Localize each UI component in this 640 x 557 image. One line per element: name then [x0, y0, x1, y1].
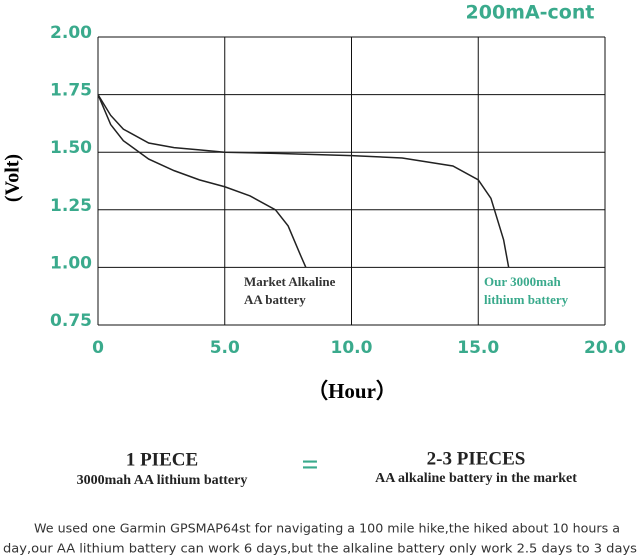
chart-title: 200mA-cont: [466, 2, 595, 24]
left-title: 1 PIECE: [126, 449, 198, 470]
y-tick-label: 2.00: [50, 23, 92, 43]
y-axis-label: (Volt): [2, 154, 24, 202]
curve-annotation: Our 3000mah: [484, 274, 561, 289]
y-tick-label: 1.75: [50, 81, 92, 101]
x-axis-label: （Hour）: [307, 379, 397, 403]
curve-annotation: lithium battery: [484, 292, 569, 307]
note-line: We used one Garmin GPSMAP64st for naviga…: [34, 522, 620, 536]
x-tick-label: 0: [92, 338, 104, 358]
note-line: day,our AA lithium battery can work 6 da…: [3, 542, 637, 556]
curve-annotation: Market Alkaline: [244, 274, 336, 289]
curve-annotation: AA battery: [244, 292, 306, 307]
battery-curve: [97, 94, 510, 268]
y-tick-label: 0.75: [50, 311, 92, 331]
y-tick-label: 1.25: [50, 196, 92, 216]
x-tick-label: 20.0: [584, 338, 626, 358]
x-tick-label: 10.0: [331, 338, 373, 358]
y-tick-label: 1.50: [50, 138, 92, 158]
equals-sign: =: [301, 448, 318, 481]
x-tick-label: 5.0: [210, 338, 240, 358]
x-tick-label: 15.0: [457, 338, 499, 358]
right-subtitle: AA alkaline battery in the market: [375, 471, 577, 486]
battery-curve: [97, 94, 307, 268]
y-tick-label: 1.00: [50, 253, 92, 273]
right-title: 2-3 PIECES: [427, 448, 526, 469]
left-subtitle: 3000mah AA lithium battery: [77, 473, 248, 488]
